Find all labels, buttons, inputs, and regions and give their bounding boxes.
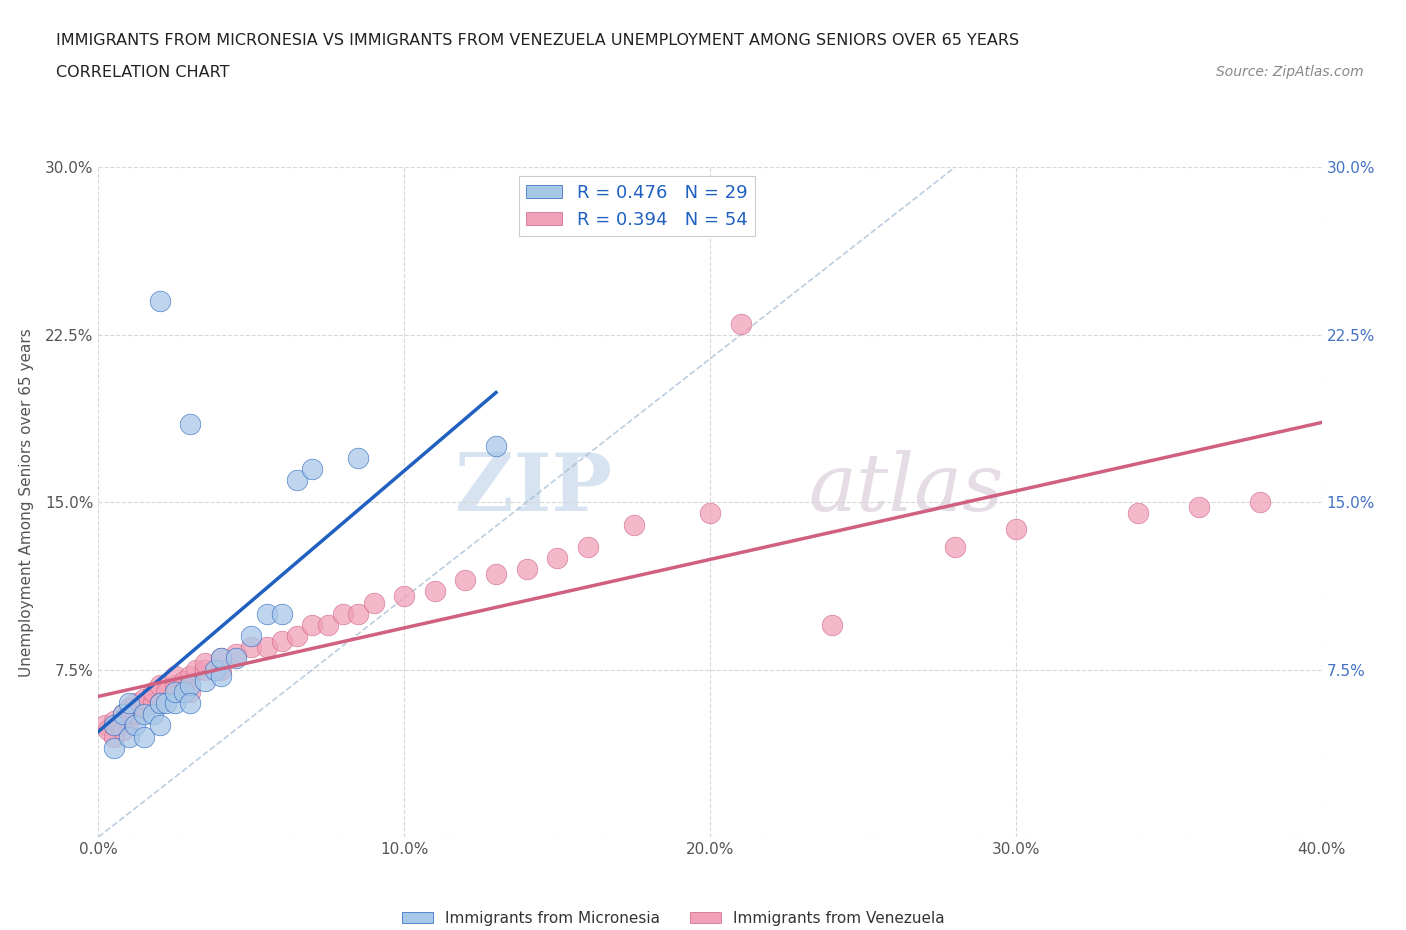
Point [1128,506,1150,521]
Point [173,684,195,699]
Point [149,696,172,711]
Point [392,589,416,604]
Point [347,450,370,465]
Point [163,684,186,699]
Point [93,718,115,733]
Point [163,669,186,684]
Point [209,651,232,666]
Point [240,629,263,644]
Point [155,696,177,711]
Point [173,673,195,688]
Point [179,669,201,684]
Point [1188,499,1211,514]
Point [103,729,125,744]
Point [142,707,165,722]
Point [134,707,156,722]
Point [108,718,131,733]
Point [623,517,645,532]
Point [256,606,278,621]
Text: Source: ZipAtlas.com: Source: ZipAtlas.com [1216,65,1364,79]
Point [179,684,201,699]
Point [301,461,323,476]
Point [943,539,966,554]
Point [124,707,146,722]
Point [134,691,156,706]
Legend: Immigrants from Micronesia, Immigrants from Venezuela: Immigrants from Micronesia, Immigrants f… [396,905,950,930]
Point [363,595,385,610]
Point [204,662,226,677]
Point [485,439,508,454]
Point [699,506,721,521]
Point [194,673,217,688]
Point [301,618,323,632]
Point [209,669,232,684]
Text: atlas: atlas [808,450,1004,527]
Point [209,651,232,666]
Point [1249,495,1271,510]
Point [423,584,446,599]
Point [103,740,125,755]
Point [149,294,172,309]
Point [118,696,141,711]
Point [270,633,292,648]
Point [821,618,844,632]
Point [347,606,370,621]
Point [1004,522,1026,537]
Point [118,700,141,715]
Text: ZIP: ZIP [456,450,612,528]
Point [103,718,125,733]
Y-axis label: Unemployment Among Seniors over 65 years: Unemployment Among Seniors over 65 years [18,328,34,677]
Point [225,646,247,661]
Point [111,707,134,722]
Point [240,640,263,655]
Point [142,684,165,699]
Point [134,700,156,715]
Point [256,640,278,655]
Point [454,573,477,588]
Point [111,723,134,737]
Point [270,606,292,621]
Point [155,684,177,699]
Point [163,696,186,711]
Point [179,696,201,711]
Point [149,718,172,733]
Point [149,678,172,693]
Text: CORRELATION CHART: CORRELATION CHART [56,65,229,80]
Point [124,696,146,711]
Point [134,729,156,744]
Point [118,729,141,744]
Point [103,713,125,728]
Point [179,417,201,432]
Point [316,618,339,632]
Point [332,606,354,621]
Point [179,678,201,693]
Point [186,662,208,677]
Point [194,656,217,671]
Point [97,723,120,737]
Point [516,562,538,577]
Text: IMMIGRANTS FROM MICRONESIA VS IMMIGRANTS FROM VENEZUELA UNEMPLOYMENT AMONG SENIO: IMMIGRANTS FROM MICRONESIA VS IMMIGRANTS… [56,33,1019,47]
Point [209,662,232,677]
Point [576,539,599,554]
Point [118,713,141,728]
Point [285,472,308,487]
Point [111,707,134,722]
Point [142,696,165,711]
Point [546,551,568,565]
Point [485,566,508,581]
Point [285,629,308,644]
Point [225,651,247,666]
Point [163,678,186,693]
Point [124,718,146,733]
Point [149,696,172,711]
Point [730,316,752,331]
Point [194,662,217,677]
